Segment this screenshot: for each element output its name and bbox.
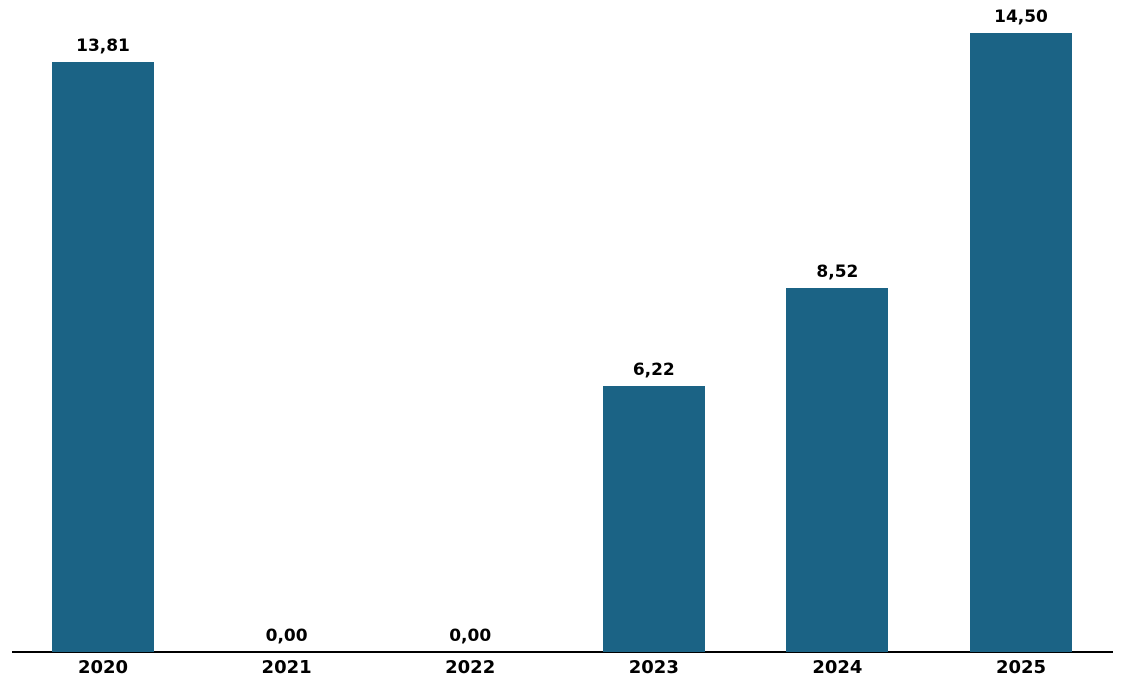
value-label-2022: 0,00 — [449, 626, 492, 647]
value-label-2023: 6,22 — [632, 360, 675, 381]
bar-2023 — [602, 386, 705, 652]
value-label-2025: 14,50 — [994, 7, 1048, 28]
bar-2024 — [786, 288, 889, 652]
value-label-2024: 8,52 — [816, 262, 859, 283]
bar-2020 — [52, 62, 154, 652]
value-label-2020: 13,81 — [76, 36, 130, 57]
value-label-2021: 0,00 — [265, 626, 308, 647]
bar-2025 — [970, 33, 1072, 652]
x-tick-2023: 2023 — [628, 657, 679, 678]
x-tick-2022: 2022 — [445, 657, 496, 678]
x-tick-2025: 2025 — [995, 657, 1047, 678]
x-tick-2024: 2024 — [812, 657, 863, 678]
x-tick-2021: 2021 — [261, 657, 312, 678]
x-tick-2020: 2020 — [77, 657, 129, 678]
x-axis-line — [12, 651, 1113, 653]
